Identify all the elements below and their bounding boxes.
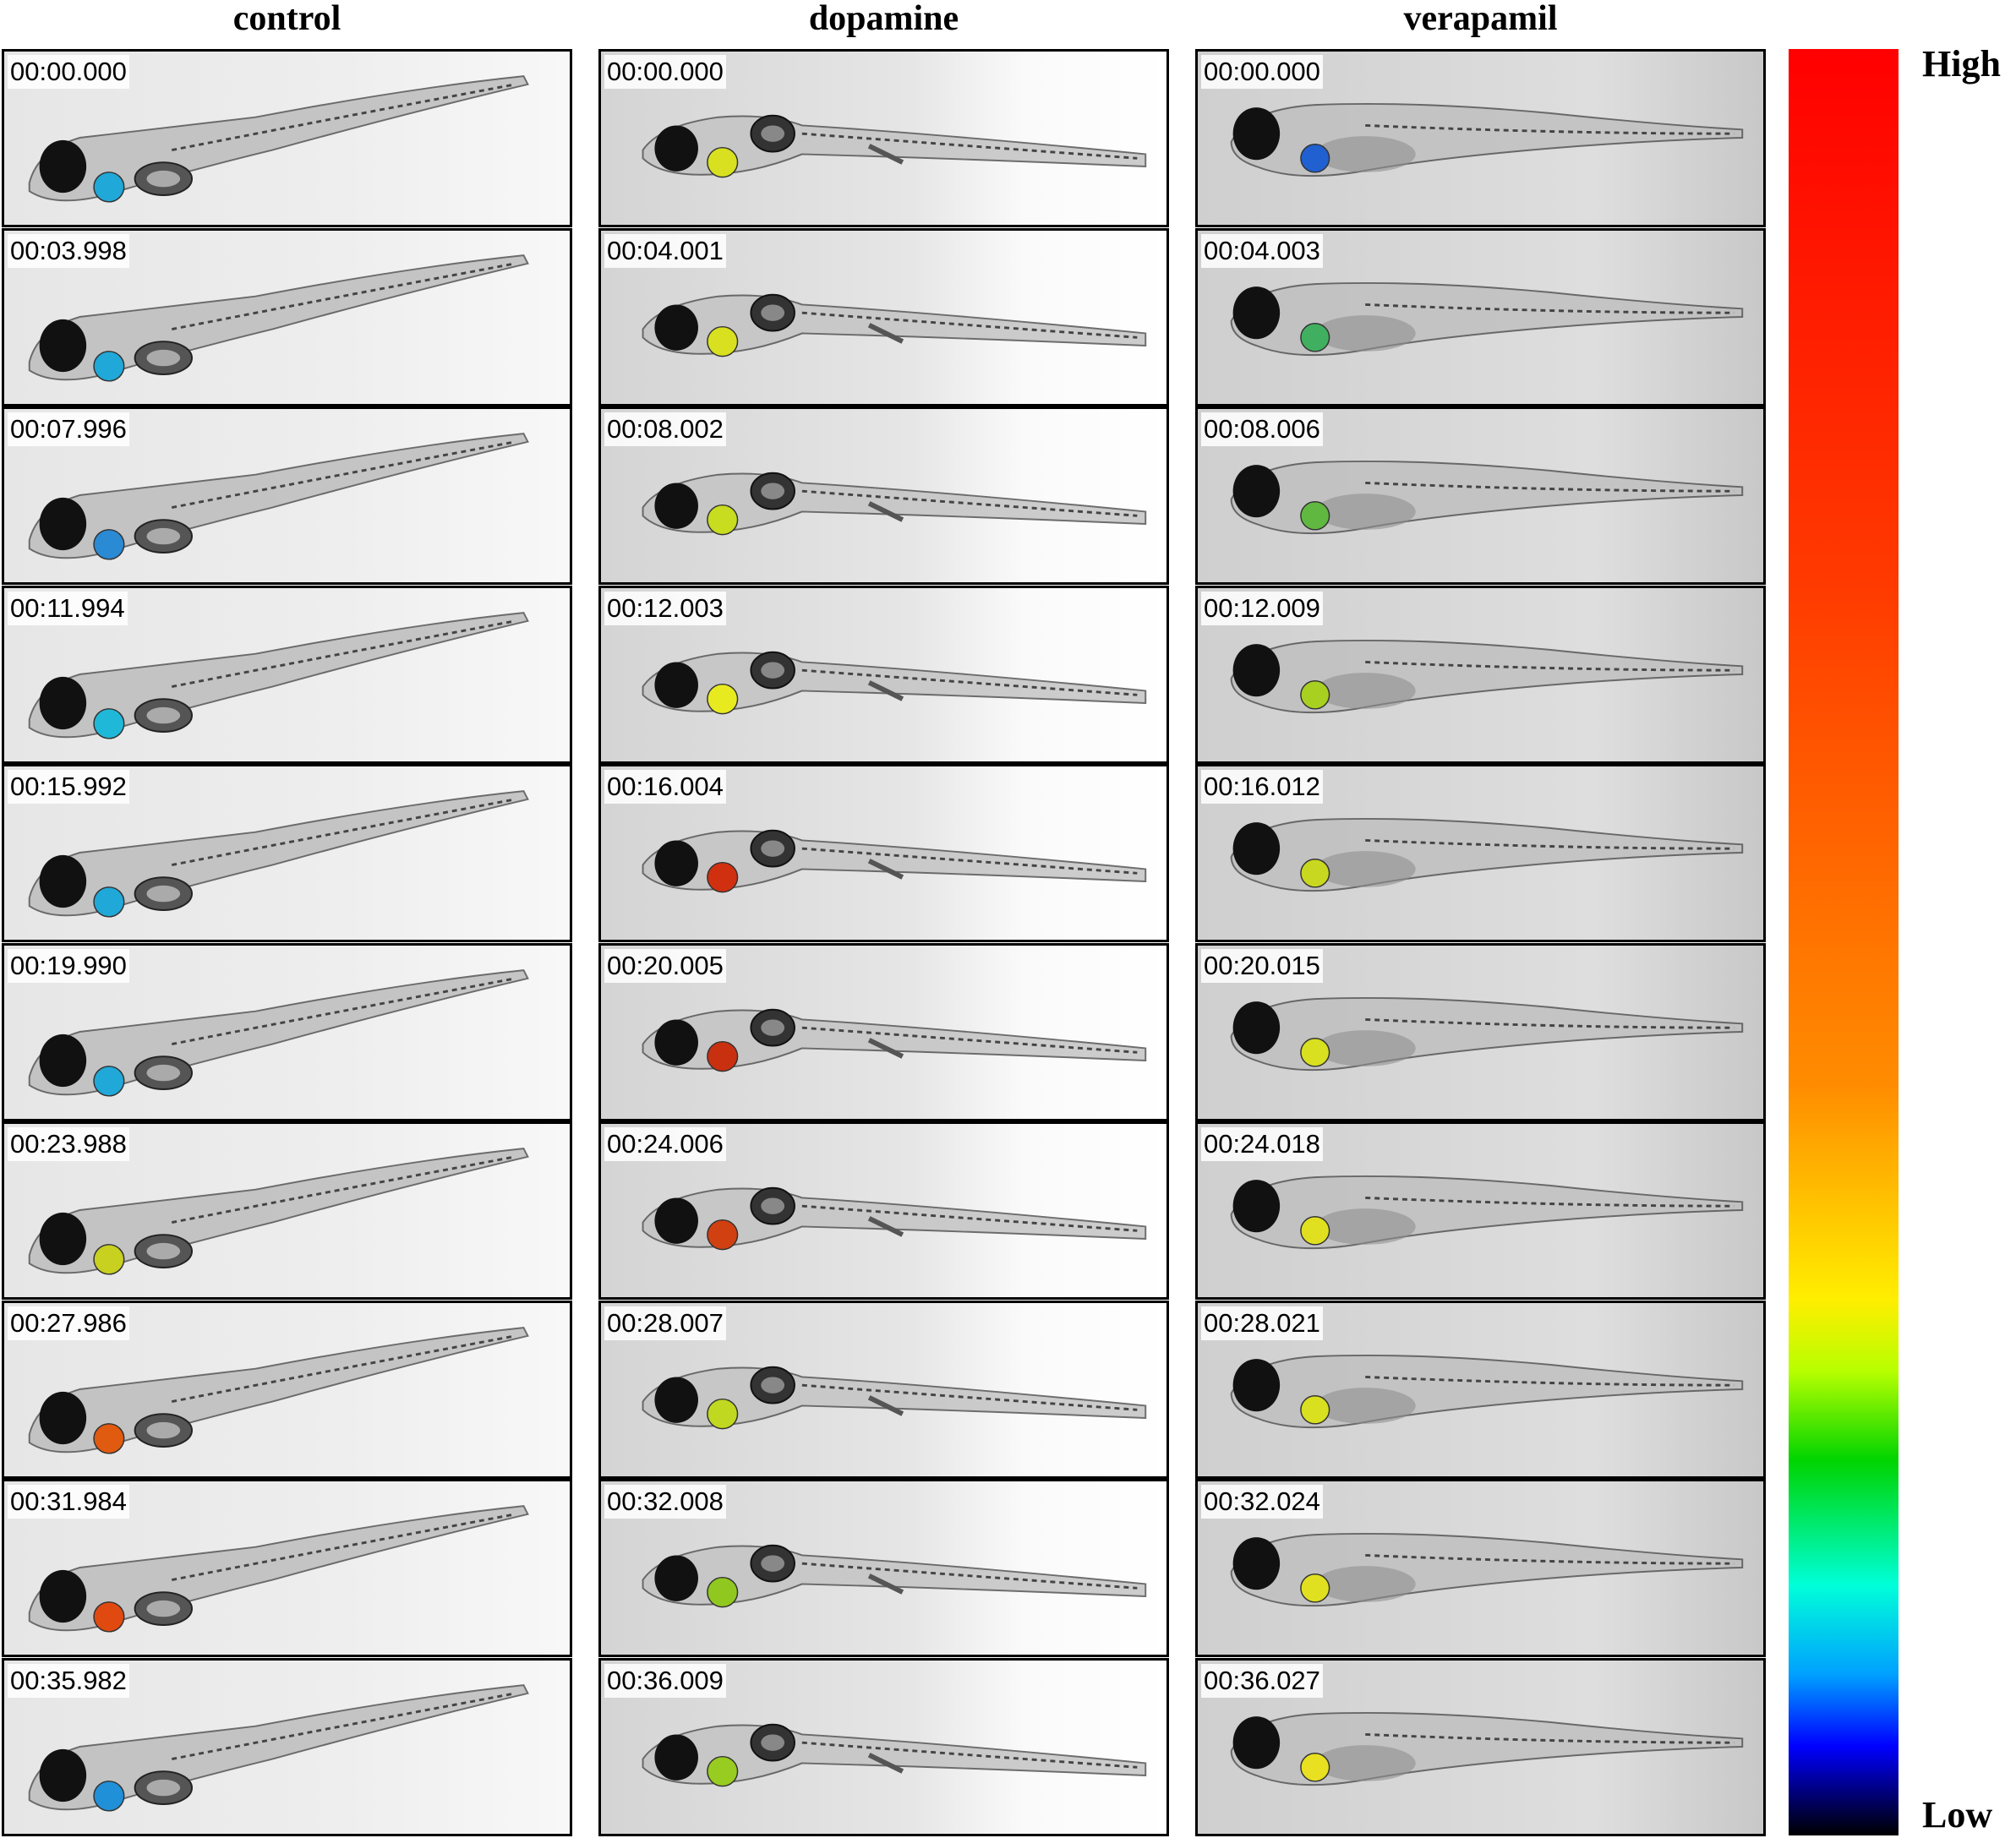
frame-panel: 00:23.988 xyxy=(2,1121,572,1300)
zebrafish-image xyxy=(1198,766,1763,940)
frame-panel: 00:24.018 xyxy=(1195,1121,1766,1300)
frame-panel: 00:35.982 xyxy=(2,1658,572,1836)
colorbar-high-label: High xyxy=(1922,43,2001,85)
timestamp-label: 00:03.998 xyxy=(8,234,129,268)
timestamp-label: 00:07.996 xyxy=(8,412,129,446)
colorbar-low-label: Low xyxy=(1922,1794,1993,1835)
timestamp-label: 00:11.994 xyxy=(8,592,128,625)
frame-panel: 00:32.008 xyxy=(598,1479,1169,1657)
frame-panel: 00:20.005 xyxy=(598,943,1169,1121)
zebrafish-image xyxy=(1198,946,1763,1119)
frame-panel: 00:12.009 xyxy=(1195,586,1766,764)
timestamp-label: 00:24.006 xyxy=(604,1127,726,1161)
timestamp-label: 00:23.988 xyxy=(8,1127,129,1161)
timestamp-label: 00:04.001 xyxy=(604,234,726,268)
zebrafish-image xyxy=(4,766,570,940)
timestamp-label: 00:32.008 xyxy=(604,1485,726,1519)
frame-panel: 00:19.990 xyxy=(2,943,572,1121)
frame-panel: 00:00.000 xyxy=(2,49,572,227)
frame-panel: 00:11.994 xyxy=(2,586,572,764)
timestamp-label: 00:15.992 xyxy=(8,770,129,804)
column-title-control: control xyxy=(232,0,341,38)
frame-panel: 00:31.984 xyxy=(2,1479,572,1657)
frame-panel: 00:08.002 xyxy=(598,406,1169,585)
frame-panel: 00:36.009 xyxy=(598,1658,1169,1836)
zebrafish-image xyxy=(4,1124,570,1297)
frame-panel: 00:03.998 xyxy=(2,228,572,406)
timestamp-label: 00:32.024 xyxy=(1201,1485,1323,1519)
frame-panel: 00:04.003 xyxy=(1195,228,1766,406)
frame-panel: 00:28.021 xyxy=(1195,1301,1766,1479)
timestamp-label: 00:28.021 xyxy=(1201,1306,1323,1340)
timestamp-label: 00:36.027 xyxy=(1201,1664,1323,1698)
zebrafish-image xyxy=(601,409,1166,582)
column-title-dopamine: dopamine xyxy=(808,0,959,38)
colorbar xyxy=(1789,49,1899,1835)
frame-panel: 00:08.006 xyxy=(1195,406,1766,585)
frame-panel: 00:00.000 xyxy=(1195,49,1766,227)
zebrafish-image xyxy=(4,409,570,582)
timestamp-label: 00:35.982 xyxy=(8,1664,129,1698)
timestamp-label: 00:19.990 xyxy=(8,949,129,983)
frame-panel: 00:32.024 xyxy=(1195,1479,1766,1657)
frame-panel: 00:28.007 xyxy=(598,1301,1169,1479)
timestamp-label: 00:12.003 xyxy=(604,592,726,625)
frame-panel: 00:04.001 xyxy=(598,228,1169,406)
timestamp-label: 00:28.007 xyxy=(604,1306,726,1340)
frame-panel: 00:00.000 xyxy=(598,49,1169,227)
frame-panel: 00:27.986 xyxy=(2,1301,572,1479)
column-title-verapamil: verapamil xyxy=(1403,0,1558,38)
frame-panel: 00:16.004 xyxy=(598,764,1169,942)
frame-panel: 00:07.996 xyxy=(2,406,572,585)
frame-panel: 00:12.003 xyxy=(598,586,1169,764)
timestamp-label: 00:00.000 xyxy=(604,55,726,89)
timestamp-label: 00:00.000 xyxy=(1201,55,1323,89)
frame-panel: 00:24.006 xyxy=(598,1121,1169,1300)
frame-panel: 00:20.015 xyxy=(1195,943,1766,1121)
timestamp-label: 00:08.006 xyxy=(1201,412,1323,446)
timestamp-label: 00:20.005 xyxy=(604,949,726,983)
timestamp-label: 00:12.009 xyxy=(1201,592,1323,625)
frame-panel: 00:36.027 xyxy=(1195,1658,1766,1836)
zebrafish-image xyxy=(4,588,570,761)
timestamp-label: 00:16.004 xyxy=(604,770,726,804)
frame-panel: 00:16.012 xyxy=(1195,764,1766,942)
zebrafish-image xyxy=(1198,1124,1763,1297)
timestamp-label: 00:20.015 xyxy=(1201,949,1323,983)
timestamp-label: 00:08.002 xyxy=(604,412,726,446)
timestamp-label: 00:31.984 xyxy=(8,1485,129,1519)
timestamp-label: 00:00.000 xyxy=(8,55,129,89)
timestamp-label: 00:24.018 xyxy=(1201,1127,1323,1161)
frame-panel: 00:15.992 xyxy=(2,764,572,942)
timestamp-label: 00:16.012 xyxy=(1201,770,1323,804)
timestamp-label: 00:04.003 xyxy=(1201,234,1323,268)
timestamp-label: 00:27.986 xyxy=(8,1306,129,1340)
timestamp-label: 00:36.009 xyxy=(604,1664,726,1698)
